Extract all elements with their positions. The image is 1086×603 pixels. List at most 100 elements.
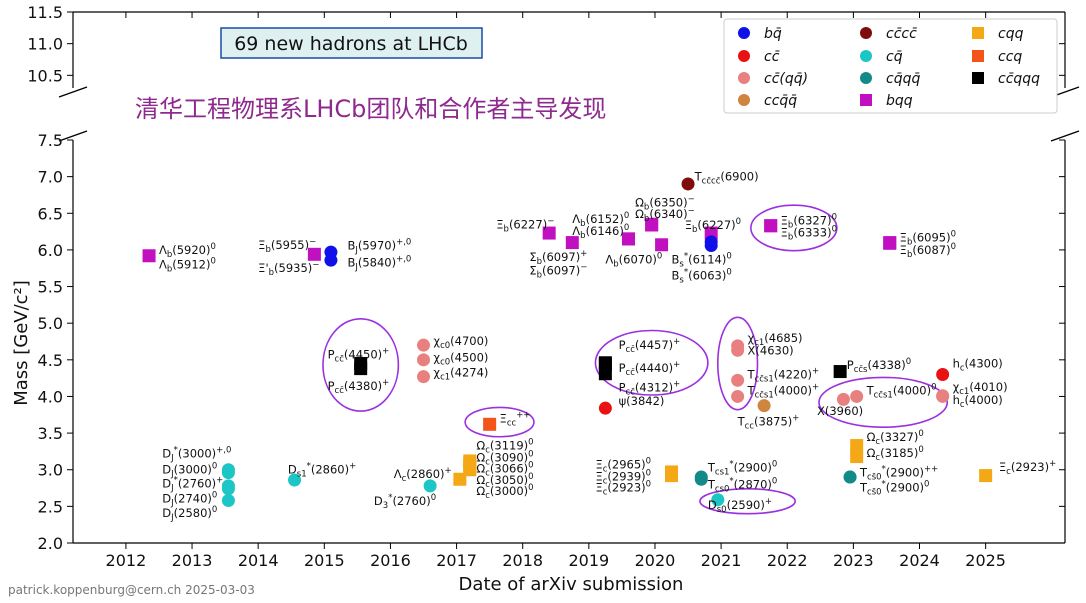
data-point-ccqq — [936, 389, 950, 403]
point-label: Ωc​(3090)0​ — [476, 449, 533, 467]
y-tick-label-upper: 11.0 — [27, 35, 63, 54]
y-tick-label: 7.5 — [38, 131, 63, 150]
data-point-bqq — [655, 238, 669, 252]
x-tick-label: 2017 — [436, 551, 477, 570]
data-markers — [142, 177, 993, 508]
data-point-cq — [221, 494, 235, 508]
highlight-ellipse — [464, 406, 535, 438]
point-label: Ξb​(6095)0​ — [900, 229, 956, 247]
point-label: Ξb​(6227)−​ — [496, 216, 554, 234]
legend-marker-cc — [738, 50, 750, 62]
legend-label-cccc: cc̄cc̄ — [886, 26, 917, 42]
x-tick-label: 2021 — [701, 551, 742, 570]
point-label: Pcc̄​(4440)+​ — [619, 360, 681, 378]
subtitle-text: 清华工程物理系LHCb团队和合作者主导发现 — [135, 95, 606, 123]
point-label: Ξc​(2939)0​ — [595, 468, 651, 486]
data-point-cqq — [665, 469, 679, 483]
point-label: Ξb​(6327)0​ — [781, 213, 837, 231]
data-point-cq — [711, 493, 725, 507]
point-label: Ωc​(3327)0​ — [867, 429, 924, 447]
data-point-bqq — [542, 226, 556, 240]
point-label: Tcs̄0​*​(2900)0​ — [859, 479, 929, 497]
y-tick-label: 2.0 — [38, 534, 63, 553]
highlight-ellipse — [818, 376, 949, 429]
data-point-ccqqq — [833, 365, 847, 379]
data-point-ccqq — [836, 392, 850, 406]
point-label: Tcs1​*​(2900)0​ — [707, 460, 777, 478]
x-tick-label: 2025 — [965, 551, 1006, 570]
data-point-cqq — [850, 450, 864, 464]
data-point-cc — [598, 401, 612, 415]
point-label: DJ​(3000)0​ — [162, 462, 217, 480]
data-point-bqq — [142, 249, 156, 263]
point-label: Tcs0​*​(2870)0​ — [707, 476, 777, 494]
x-tick-label: 2024 — [899, 551, 940, 570]
highlight-ellipse — [750, 204, 838, 252]
point-label: hc​(4300) — [953, 356, 1003, 373]
legend-marker-bq — [738, 27, 750, 39]
data-point-bqq — [764, 219, 778, 233]
point-label: Ξc​(2923)0​ — [595, 479, 651, 497]
point-label: X(3960) — [817, 404, 863, 418]
point-label: D3​*​(2760)0​ — [374, 493, 436, 511]
point-label: Σb​(6097)−​ — [529, 262, 587, 280]
axis-break-mark — [1050, 130, 1080, 142]
legend-marker-cq — [860, 50, 872, 62]
x-tick-label: 2022 — [767, 551, 808, 570]
data-point-cqq — [463, 463, 477, 477]
point-label: Ωb​(6350)−​ — [635, 194, 695, 212]
legend: bq̄ cc̄ cc̄(qq̄) ccq̄q̄ cc̄cc̄ cq̄ cq̄qq̄ bqq cq… — [723, 18, 1058, 114]
y-axis-label: Mass [GeV/c²] — [11, 280, 32, 406]
banner-box: 69 new hadrons at LHCb — [220, 27, 483, 59]
x-tick-label: 2023 — [833, 551, 874, 570]
highlight-ellipse — [699, 487, 796, 515]
point-label: Pcc̄​(4380)+​ — [328, 378, 390, 396]
data-point-ccqq — [417, 370, 431, 384]
highlight-ellipse — [322, 317, 400, 412]
data-point-ccqq — [850, 389, 864, 403]
x-tick-label: 2016 — [370, 551, 411, 570]
point-label: Ξb​(5955)−​ — [258, 237, 316, 255]
legend-label-ccqq: cc̄(qq̄) — [764, 71, 808, 87]
data-point-ccqqq — [354, 362, 368, 376]
point-label: Ξ'b​(5935)−​ — [258, 260, 319, 278]
point-label: χc1​(4274) — [433, 365, 488, 382]
point-label: Ds1​*​(2860)+​ — [288, 462, 356, 480]
legend-label-cqqq: cq̄qq̄ — [886, 71, 920, 87]
highlight-ellipses — [322, 204, 949, 515]
legend-label-ccqqq: cc̄qqq — [998, 71, 1040, 87]
x-tick-label: 2020 — [635, 551, 676, 570]
axis-break-mark — [58, 130, 88, 142]
point-label: Ωc​(3119)0​ — [476, 438, 533, 456]
point-label: Λb​(6152)0​ — [572, 211, 629, 229]
point-label: Ξb​(6087)0​ — [900, 242, 956, 260]
point-label: Tcc​(3875)+​ — [737, 413, 800, 431]
point-label: Pcc̄s​(4338)0​ — [847, 357, 911, 375]
point-label: Ωc​(3185)0​ — [867, 445, 924, 463]
point-label: Ξb​(6227)0​ — [685, 217, 741, 235]
data-point-ccqq — [417, 353, 431, 367]
y-tick-label: 7.0 — [38, 168, 63, 187]
legend-marker-ccq — [972, 50, 984, 62]
point-label: Λb​(6146)0​ — [572, 223, 629, 241]
highlight-ellipse — [594, 329, 709, 396]
point-label: χc1​(4685) — [748, 331, 803, 348]
point-label: Ωc​(3066)0​ — [476, 460, 533, 478]
highlight-ellipse — [716, 316, 759, 411]
point-label: DJ​*​(3000)+,0​ — [162, 446, 231, 464]
data-point-ccqq — [731, 343, 745, 357]
x-tick-label: 2012 — [106, 551, 147, 570]
legend-label-ccq: ccq — [998, 49, 1022, 65]
point-label: Ξc​(2965)0​ — [595, 457, 651, 475]
y-tick-label: 3.5 — [38, 424, 63, 443]
point-label: Pcc̄​(4457)+​ — [619, 337, 681, 355]
data-point-ccqq — [731, 373, 745, 387]
point-labels: Λb​(5920)0​Λb​(5912)0​ Ξb​(5955)−​ Ξ'b​(59… — [159, 170, 1056, 523]
point-label: Tcs̄0​*​(2900)++​ — [859, 465, 938, 483]
point-label: ψ(3842) — [619, 394, 665, 408]
x-tick-label: 2015 — [304, 551, 345, 570]
axes: 2012 2013 2014 2015 2016 2017 2018 2019 2020 2021… — [27, 3, 1080, 570]
legend-marker-ccqqq — [972, 72, 984, 84]
point-label: Pcc̄​(4450)+​ — [328, 347, 390, 365]
point-label: χc0​(4700) — [433, 334, 488, 351]
